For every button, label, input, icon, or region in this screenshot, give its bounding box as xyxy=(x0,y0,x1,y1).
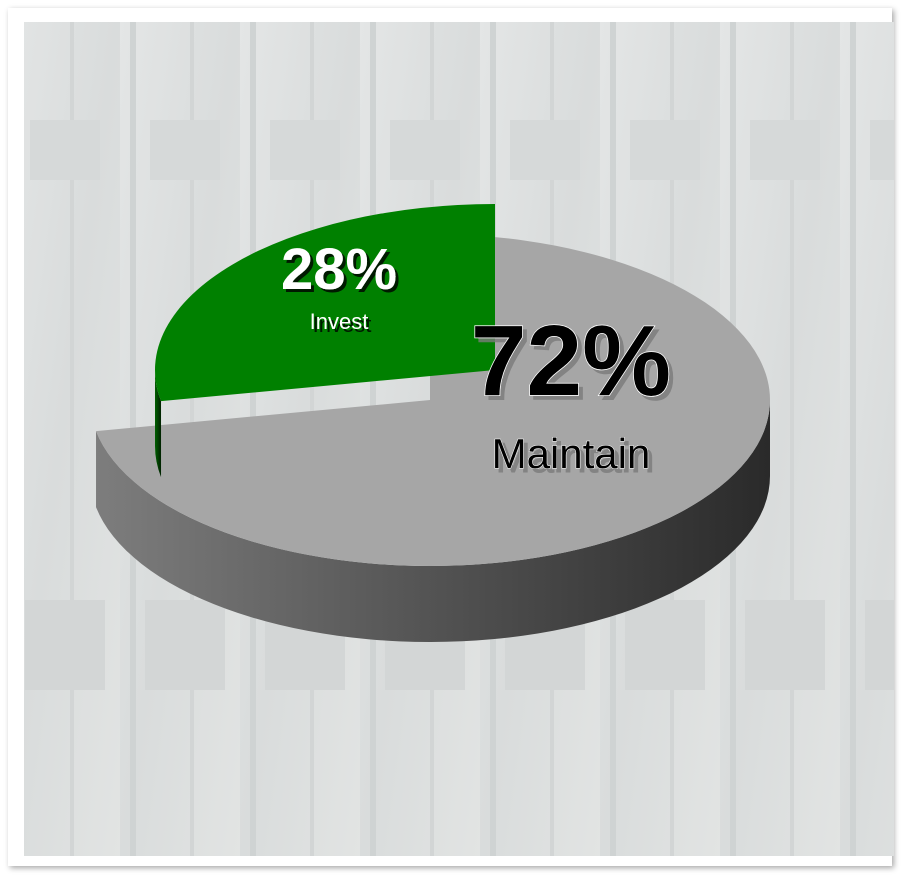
category-label: Maintain xyxy=(492,430,651,477)
value-label: 28% xyxy=(281,237,397,302)
slice-side xyxy=(155,370,162,478)
value-label: 72% xyxy=(471,305,671,417)
category-label: Invest xyxy=(310,309,369,334)
slice xyxy=(154,204,495,478)
slice-side xyxy=(96,400,771,642)
slice-top xyxy=(96,234,770,566)
pie xyxy=(96,204,771,642)
slice xyxy=(96,234,771,642)
labels: 72% Maintain 28% Invest xyxy=(281,237,672,477)
slice-top xyxy=(154,204,495,402)
